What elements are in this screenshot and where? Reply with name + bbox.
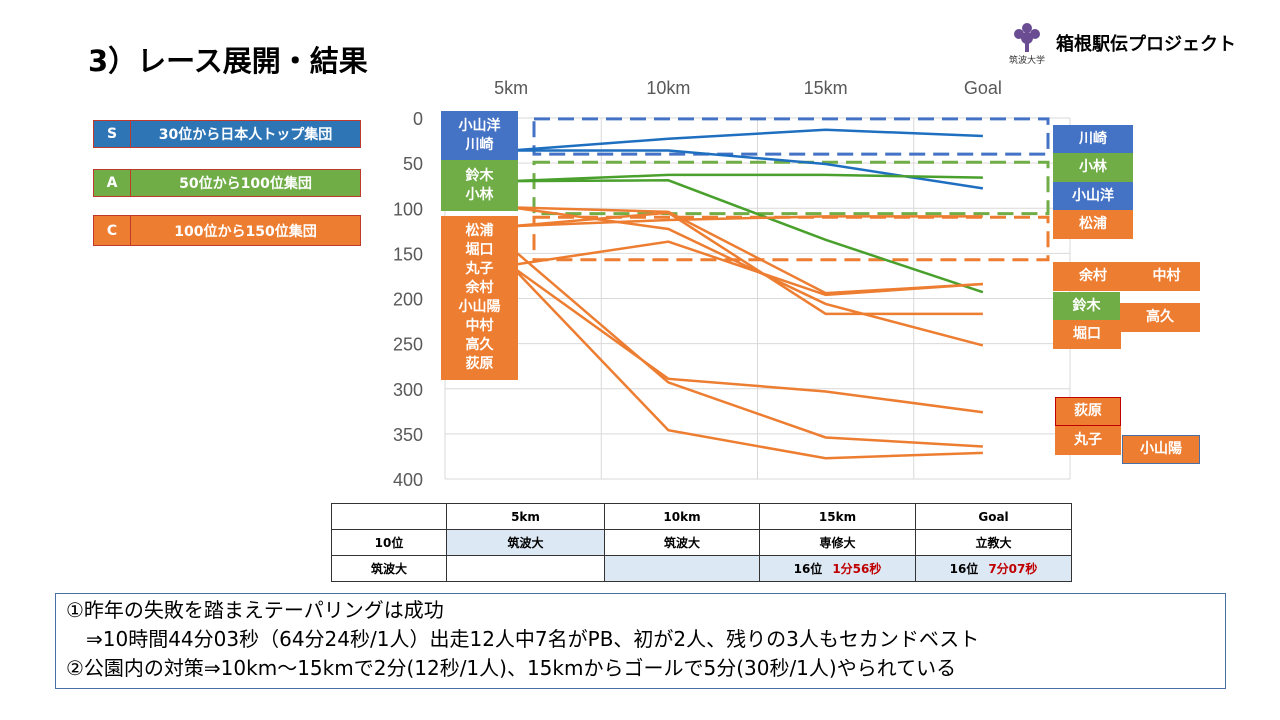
y-tick-label: 300 [393, 380, 423, 400]
finish-label: 中村 [1133, 262, 1200, 291]
y-tick-label: 50 [403, 154, 423, 174]
series-line-c [510, 240, 983, 297]
finish-label: 丸子 [1055, 426, 1121, 455]
note-line: ①昨年の失敗を踏まえテーパリングは成功 [66, 598, 444, 622]
notes-box: ①昨年の失敗を踏まえテーパリングは成功 ⇒10時間44分03秒（64分24秒/1… [55, 593, 1226, 689]
series-line-c [511, 211, 983, 316]
legend-item-s: S 30位から日本人トップ集団 [93, 120, 361, 148]
group-band-c [532, 215, 1050, 262]
y-tick-label: 100 [393, 199, 423, 219]
finish-label: 小林 [1053, 153, 1133, 182]
x-tick-label: 5km [494, 78, 528, 98]
series-line-c [511, 215, 983, 228]
group-band-a [532, 160, 1050, 216]
finish-label: 川崎 [1053, 125, 1133, 153]
legend-item-c: C 100位から150位集団 [93, 215, 361, 246]
table-header-row: 5km 10km 15km Goal [331, 503, 1072, 530]
y-tick-label: 400 [393, 470, 423, 490]
start-group-a: 鈴木 小林 [441, 160, 518, 211]
split-table: 5km 10km 15km Goal 10位 筑波大 筑波大 専修大 立教大 筑波大 16位 1… [331, 503, 1072, 582]
note-line: ⇒10時間44分03秒（64分24秒/1人）出走12人中7名がPB、初が2人、残… [66, 627, 980, 651]
finish-label: 高久 [1120, 303, 1200, 332]
series-line-c [510, 247, 983, 448]
finish-label: 余村 [1053, 262, 1133, 291]
x-tick-label: 10km [646, 78, 690, 98]
project-name: 箱根駅伝プロジェクト [1056, 34, 1236, 55]
series-line-a [511, 179, 984, 294]
finish-label: 小山陽 [1122, 435, 1200, 464]
table-row: 10位 筑波大 筑波大 専修大 立教大 [331, 529, 1072, 556]
series-line-c [510, 265, 983, 460]
svg-text:筑波大学: 筑波大学 [1009, 54, 1045, 66]
start-group-s: 小山洋 川崎 [441, 111, 518, 160]
y-tick-label: 200 [393, 290, 423, 310]
group-band-s [532, 117, 1050, 156]
finish-label: 鈴木 [1053, 292, 1120, 320]
finish-label: 堀口 [1053, 320, 1121, 349]
series-line-c [510, 264, 984, 414]
legend-item-a: A 50位から100位集団 [93, 169, 361, 197]
race-rank-chart: 0 50 100 150 200 250 300 350 400 5km 10km 15km Goal [393, 78, 1071, 490]
finish-label: 荻原 [1055, 397, 1121, 426]
series-line-a [511, 173, 983, 183]
y-tick-label: 350 [393, 425, 423, 445]
note-line: ②公園内の対策⇒10km～15kmで2分(12秒/1人)、15kmからゴールで5… [66, 656, 957, 680]
finish-label: 松浦 [1053, 210, 1133, 239]
university-logo: 筑波大学 [1009, 23, 1045, 66]
finish-label: 小山洋 [1053, 182, 1133, 210]
table-row: 筑波大 16位 1分56秒 16位 7分07秒 [331, 555, 1072, 582]
x-tick-label: Goal [964, 78, 1002, 98]
y-tick-label: 0 [413, 109, 423, 129]
series-line-s [511, 128, 983, 152]
series-line-s [511, 149, 984, 190]
page-title: 3）レース展開・結果 [88, 44, 368, 78]
start-group-c: 松浦 堀口 丸子 余村 小山陽 中村 高久 荻原 [441, 216, 518, 380]
y-tick-label: 250 [393, 335, 423, 355]
series-line-c [510, 206, 984, 347]
y-tick-label: 150 [393, 244, 423, 264]
x-tick-label: 15km [804, 78, 848, 98]
